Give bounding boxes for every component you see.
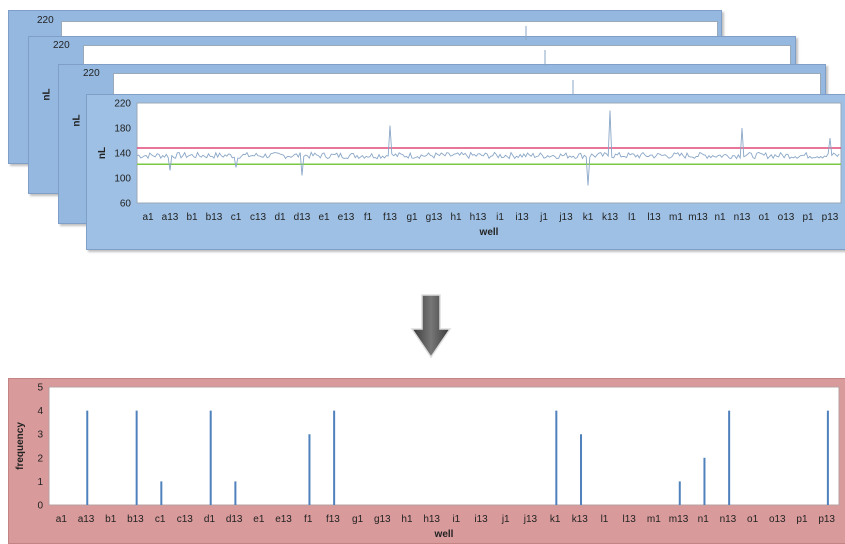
frequency-xtick-label: f1 <box>304 514 313 525</box>
frequency-xtick-label: a13 <box>78 514 95 525</box>
volume-chart-panel: 60 100 140 180 220 a1 a13 b1 b13 c1 c13 d1 d13 e1 e13 f… <box>86 94 845 250</box>
volume-xtick-label: b1 <box>186 212 198 223</box>
frequency-xtick-label: j13 <box>523 514 538 525</box>
volume-xtick-label: o1 <box>758 212 770 223</box>
volume-xtick-label: n13 <box>734 212 751 223</box>
volume-xtick-label: i13 <box>515 212 529 223</box>
volume-chart: 60 100 140 180 220 a1 a13 b1 b13 c1 c13 d1 d13 e1 e13 f… <box>97 99 842 238</box>
frequency-xtick-label: h13 <box>423 514 440 525</box>
volume-xtick-label: b13 <box>206 212 223 223</box>
volume-xtick-label: n1 <box>714 212 726 223</box>
volume-xtick-label: e1 <box>318 212 330 223</box>
volume-xtick-label: k13 <box>602 212 619 223</box>
frequency-ytick-label: 5 <box>37 383 43 394</box>
volume-xtick-label: i1 <box>496 212 504 223</box>
down-arrow-icon <box>410 294 452 359</box>
volume-ytick-label: 60 <box>120 199 132 210</box>
volume-ylabel: nL <box>97 147 108 159</box>
volume-xtick-label: g13 <box>426 212 443 223</box>
volume-ytick-label: 220 <box>114 99 131 110</box>
volume-xtick-label: f13 <box>383 212 397 223</box>
volume-xtick-label: a13 <box>162 212 179 223</box>
frequency-xtick-label: p13 <box>818 514 835 525</box>
frequency-chart-panel: 0 1 2 3 4 5 a1 a13 b1 b13 c1 c13 d1 d13 e1 e13 f1 f13 g1 g1… <box>8 378 845 544</box>
frequency-xtick-label: l1 <box>601 514 609 525</box>
frequency-ytick-label: 4 <box>37 406 43 417</box>
frequency-xtick-label: e13 <box>275 514 292 525</box>
frequency-xtick-label: e1 <box>253 514 265 525</box>
volume-plot-area <box>136 102 842 204</box>
frequency-xtick-label: o1 <box>747 514 759 525</box>
stacked-chart-2-ytick: 220 <box>53 40 70 51</box>
stacked-chart-3-ylabel: nL <box>71 114 83 127</box>
volume-xtick-label: l1 <box>628 212 636 223</box>
frequency-xtick-label: k13 <box>572 514 589 525</box>
frequency-xtick-label: c13 <box>177 514 194 525</box>
frequency-xtick-label: m13 <box>669 514 689 525</box>
volume-xtick-label: o13 <box>778 212 795 223</box>
frequency-xlabel: well <box>434 529 454 540</box>
volume-xtick-label: h1 <box>450 212 462 223</box>
volume-ytick-label: 140 <box>114 149 131 160</box>
volume-xtick-label: c13 <box>250 212 267 223</box>
volume-ytick-label: 180 <box>114 124 131 135</box>
frequency-xtick-label: n13 <box>720 514 737 525</box>
volume-xtick-label: a1 <box>142 212 154 223</box>
volume-xtick-label: d1 <box>274 212 286 223</box>
volume-xtick-label: f1 <box>364 212 373 223</box>
frequency-ytick-label: 3 <box>37 430 43 441</box>
frequency-plot-area <box>48 386 840 506</box>
frequency-xtick-label: p1 <box>796 514 808 525</box>
frequency-xtick-label: l13 <box>622 514 636 525</box>
frequency-xtick-label: h1 <box>401 514 413 525</box>
frequency-ylabel: frequency <box>15 422 26 470</box>
volume-xtick-label: k1 <box>583 212 594 223</box>
frequency-xtick-label: n1 <box>698 514 710 525</box>
frequency-ytick-label: 0 <box>37 501 43 512</box>
frequency-xtick-label: d13 <box>226 514 243 525</box>
frequency-ytick-label: 2 <box>37 453 43 464</box>
frequency-xtick-label: k1 <box>550 514 561 525</box>
frequency-xtick-label: b13 <box>127 514 144 525</box>
volume-xtick-label: e13 <box>338 212 355 223</box>
frequency-xtick-label: g13 <box>374 514 391 525</box>
frequency-xtick-label: o13 <box>769 514 786 525</box>
frequency-chart: 0 1 2 3 4 5 a1 a13 b1 b13 c1 c13 d1 d13 e1 e13 f1 f13 g1 g1… <box>15 383 840 540</box>
volume-xtick-label: p1 <box>802 212 814 223</box>
volume-xtick-label: c1 <box>231 212 242 223</box>
volume-series-line <box>136 110 840 186</box>
frequency-xtick-label: i13 <box>474 514 488 525</box>
frequency-xtick-label: a1 <box>56 514 68 525</box>
volume-xtick-label: p13 <box>822 212 839 223</box>
volume-xlabel: well <box>479 227 499 238</box>
frequency-ytick-label: 1 <box>37 477 43 488</box>
volume-xtick-label: m13 <box>688 212 708 223</box>
frequency-xtick-label: b1 <box>105 514 117 525</box>
volume-xtick-label: h13 <box>470 212 487 223</box>
stacked-chart-back-ytick: 220 <box>37 15 54 26</box>
stacked-chart-3-ytick: 220 <box>83 68 100 79</box>
volume-xtick-label: d13 <box>294 212 311 223</box>
volume-xtick-label: j13 <box>558 212 573 223</box>
frequency-xtick-label: j1 <box>501 514 510 525</box>
frequency-xtick-label: f13 <box>326 514 340 525</box>
stacked-spikes <box>525 26 574 94</box>
frequency-xtick-label: i1 <box>452 514 460 525</box>
volume-xtick-label: l13 <box>647 212 661 223</box>
volume-ytick-label: 100 <box>114 174 131 185</box>
volume-xtick-label: g1 <box>406 212 418 223</box>
frequency-xtick-label: m1 <box>647 514 661 525</box>
frequency-xtick-label: g1 <box>352 514 364 525</box>
volume-xtick-label: j1 <box>539 212 548 223</box>
frequency-xtick-label: c1 <box>155 514 166 525</box>
frequency-xtick-label: d1 <box>204 514 216 525</box>
volume-xtick-label: m1 <box>669 212 683 223</box>
